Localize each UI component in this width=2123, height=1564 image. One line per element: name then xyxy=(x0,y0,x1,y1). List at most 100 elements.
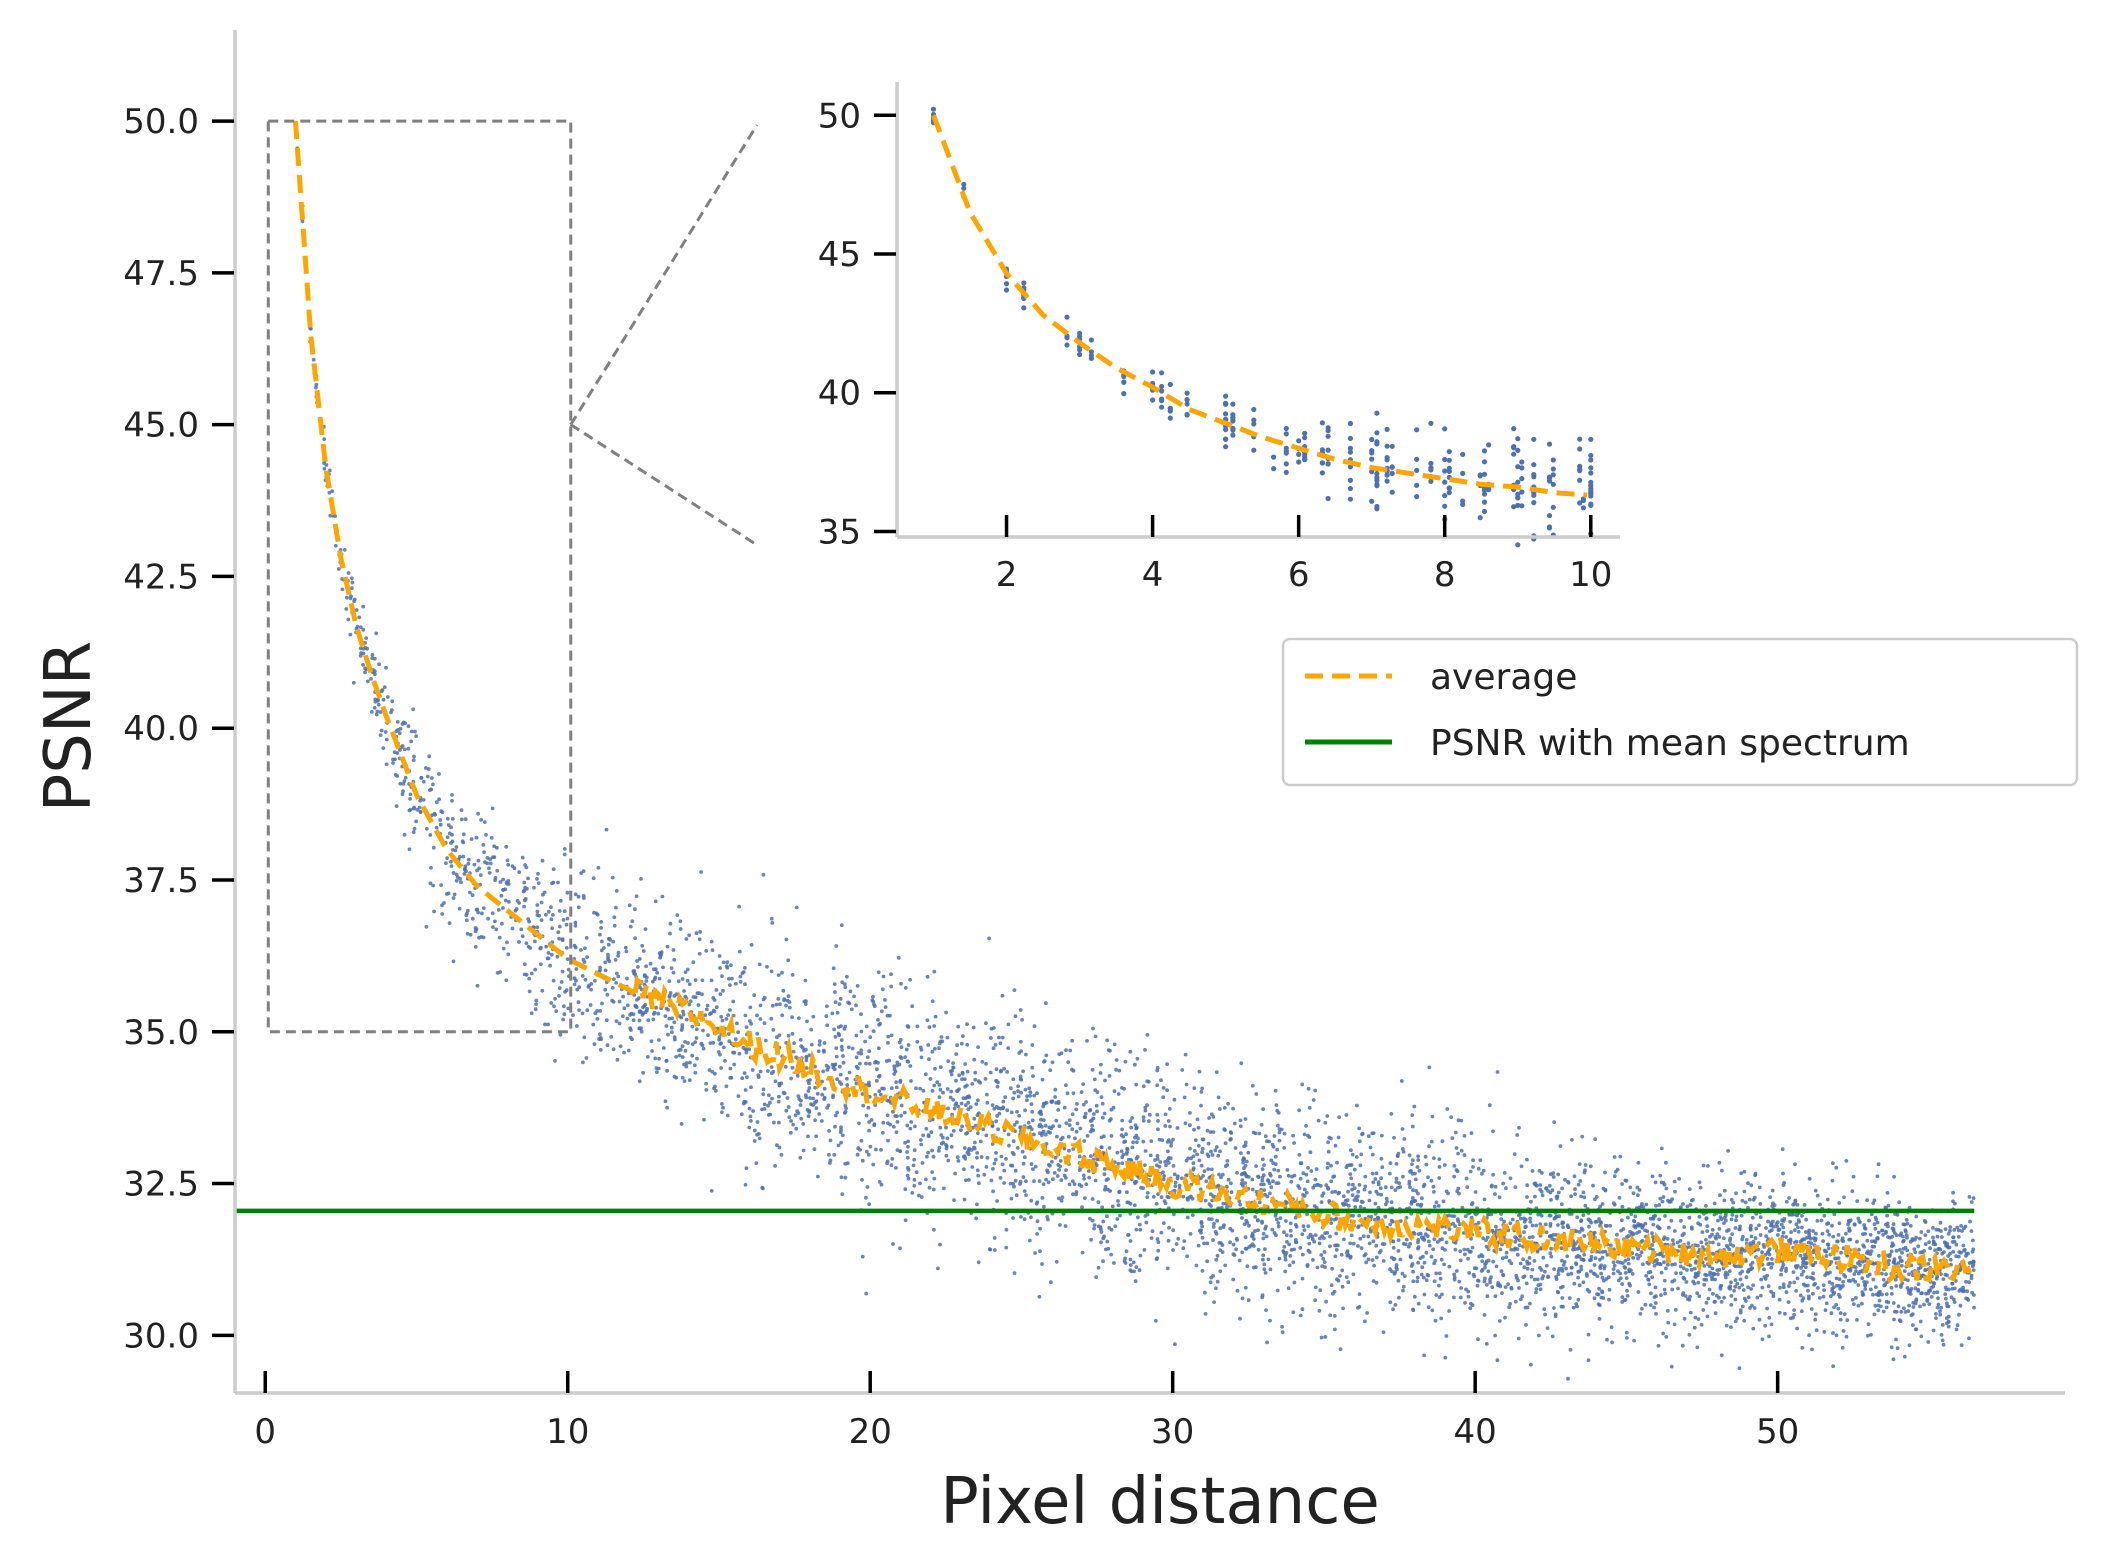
scatter-point xyxy=(1444,1189,1449,1194)
scatter-point xyxy=(1630,1272,1635,1276)
scatter-point xyxy=(1838,1311,1843,1315)
scatter-point xyxy=(686,1041,690,1045)
scatter-point xyxy=(719,1014,724,1019)
scatter-point xyxy=(1090,1197,1095,1201)
scatter-point xyxy=(1701,1308,1706,1312)
scatter-point xyxy=(1883,1205,1888,1210)
scatter-point xyxy=(1551,1175,1556,1179)
scatter-point xyxy=(1513,1239,1518,1244)
scatter-point xyxy=(1314,1167,1319,1171)
scatter-point xyxy=(1222,1105,1227,1110)
scatter-point xyxy=(1442,1262,1446,1267)
scatter-point xyxy=(1605,1252,1610,1257)
scatter-point xyxy=(1664,1266,1668,1271)
scatter-point xyxy=(879,1182,884,1187)
scatter-point xyxy=(1271,1179,1275,1184)
scatter-point xyxy=(755,1120,760,1124)
scatter-point xyxy=(402,747,407,752)
scatter-point xyxy=(1577,1230,1582,1234)
scatter-point xyxy=(1212,1221,1216,1226)
scatter-point xyxy=(937,1095,942,1099)
scatter-point xyxy=(1529,1274,1534,1279)
scatter-point xyxy=(1898,1233,1903,1238)
scatter-point xyxy=(592,1042,597,1047)
scatter-point xyxy=(1203,1312,1208,1316)
scatter-point xyxy=(1882,1283,1887,1288)
scatter-point xyxy=(1004,1157,1008,1161)
scatter-point xyxy=(1009,1196,1014,1201)
scatter-point xyxy=(752,1128,757,1133)
scatter-point xyxy=(1934,1312,1938,1316)
scatter-point xyxy=(1583,1168,1587,1173)
scatter-point xyxy=(1362,1187,1367,1192)
scatter-point xyxy=(535,909,540,914)
scatter-point xyxy=(1925,1299,1930,1303)
scatter-point xyxy=(1432,1190,1436,1194)
scatter-point xyxy=(1387,1171,1392,1176)
scatter-point xyxy=(1066,1060,1071,1065)
scatter-point xyxy=(1457,1222,1462,1227)
scatter-point xyxy=(961,1096,966,1101)
scatter-point xyxy=(1718,1193,1722,1198)
scatter-point xyxy=(843,1175,848,1180)
scatter-point xyxy=(838,1064,842,1069)
scatter-point xyxy=(451,896,456,900)
scatter-point xyxy=(1357,1126,1361,1131)
scatter-point xyxy=(1037,1179,1042,1183)
scatter-point xyxy=(967,1095,972,1100)
scatter-point xyxy=(1048,1068,1053,1073)
scatter-point xyxy=(400,792,405,797)
scatter-point xyxy=(1306,1086,1311,1091)
scatter-point xyxy=(770,1003,775,1008)
scatter-point xyxy=(939,1035,944,1039)
scatter-point xyxy=(1130,1145,1135,1150)
scatter-point xyxy=(1144,1220,1149,1225)
scatter-point xyxy=(1074,1190,1079,1194)
scatter-point xyxy=(549,917,554,922)
scatter-point xyxy=(1305,1264,1310,1268)
scatter-point xyxy=(505,940,509,945)
scatter-point xyxy=(1264,1308,1268,1312)
scatter-point xyxy=(1438,1276,1443,1281)
scatter-point xyxy=(499,893,504,898)
scatter-point xyxy=(557,936,561,941)
scatter-point xyxy=(1370,1171,1375,1176)
scatter-point xyxy=(1955,1225,1960,1230)
scatter-point xyxy=(393,773,398,777)
scatter-point xyxy=(1416,1246,1420,1251)
scatter-point xyxy=(833,990,837,994)
scatter-point xyxy=(449,859,453,864)
scatter-point xyxy=(1018,1077,1023,1081)
scatter-point xyxy=(566,1006,571,1011)
scatter-point xyxy=(1661,1195,1666,1199)
scatter-point xyxy=(1902,1306,1906,1311)
scatter-point xyxy=(784,1108,789,1113)
scatter-point xyxy=(1863,1287,1868,1291)
scatter-point xyxy=(1717,1295,1721,1300)
scatter-point xyxy=(1600,1250,1605,1254)
scatter-point xyxy=(395,751,400,755)
scatter-point xyxy=(1746,1295,1751,1300)
scatter-point xyxy=(1200,1224,1204,1229)
scatter-point xyxy=(835,1010,840,1015)
scatter-point xyxy=(1929,1295,1934,1299)
scatter-point xyxy=(1164,1163,1168,1168)
scatter-point xyxy=(1591,1271,1596,1276)
scatter-point xyxy=(501,906,505,910)
scatter-point xyxy=(831,1065,836,1070)
scatter-point xyxy=(859,1048,864,1053)
scatter-point xyxy=(680,1025,685,1030)
scatter-point xyxy=(1787,1284,1791,1288)
scatter-point xyxy=(1080,1205,1084,1210)
scatter-point xyxy=(710,948,715,952)
scatter-point xyxy=(1011,1096,1016,1101)
scatter-point xyxy=(1277,1256,1282,1261)
scatter-point xyxy=(1935,1305,1940,1310)
scatter-point xyxy=(1830,1178,1835,1183)
scatter-point xyxy=(1936,1296,1940,1301)
scatter-point xyxy=(446,823,451,827)
scatter-point xyxy=(1889,1345,1894,1350)
scatter-point xyxy=(1339,1252,1344,1257)
scatter-point xyxy=(1881,1277,1886,1282)
scatter-point xyxy=(890,1109,895,1114)
